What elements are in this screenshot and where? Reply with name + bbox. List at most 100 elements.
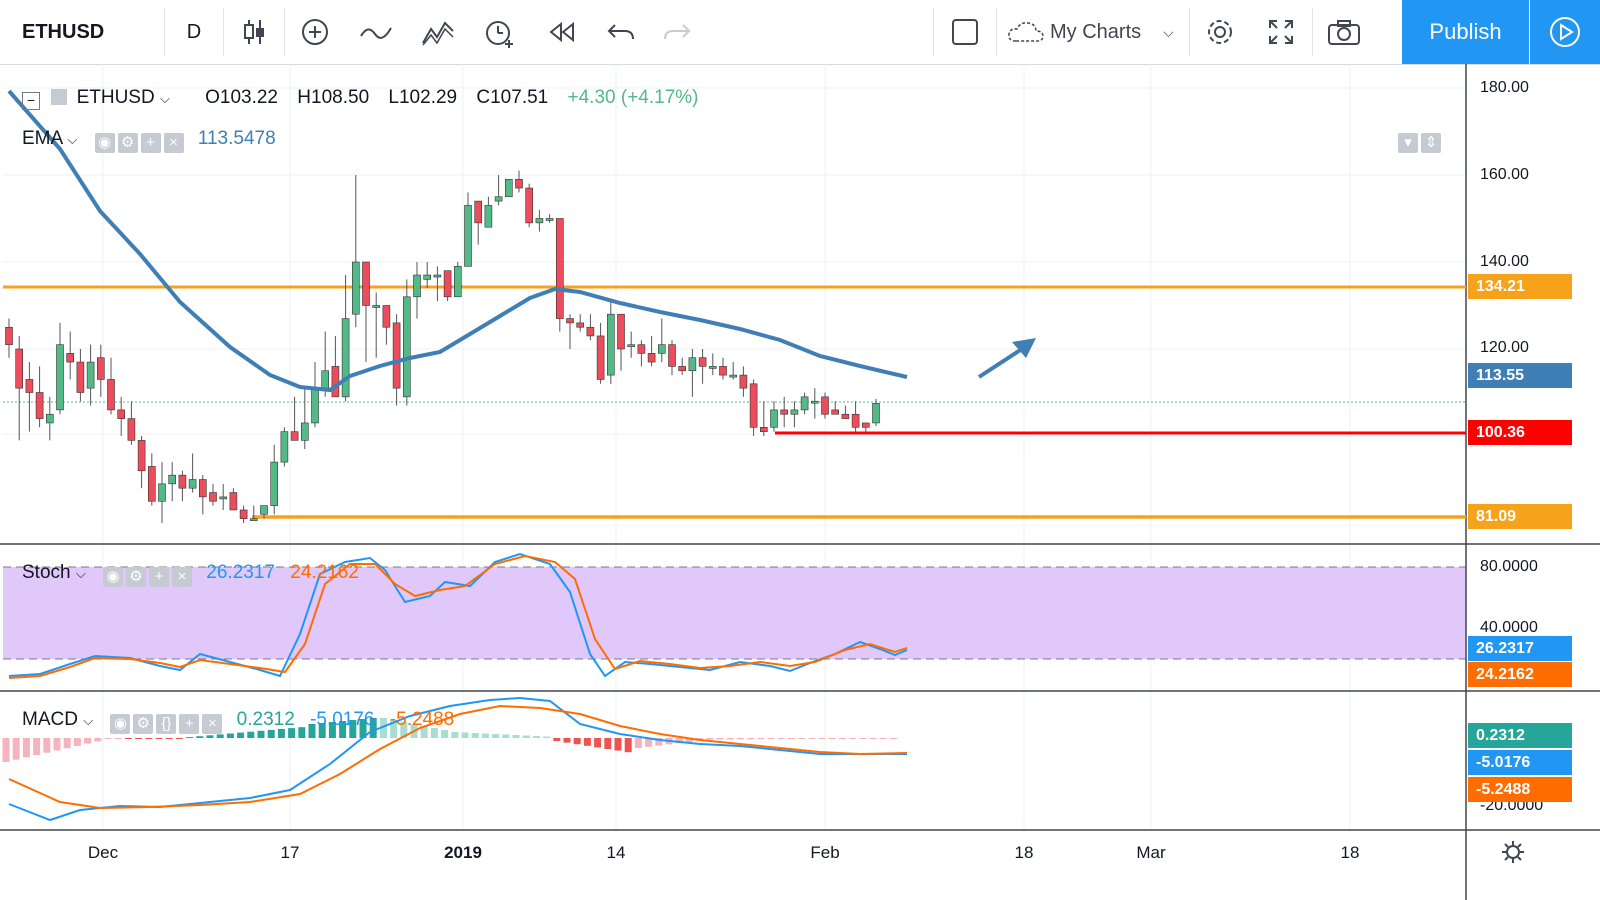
candle-body — [423, 274, 432, 280]
macd-hist-bar — [787, 738, 795, 739]
macd-hist-bar — [502, 734, 510, 738]
macd-hist-bar — [339, 721, 347, 738]
candle-body — [392, 322, 401, 389]
plus-icon[interactable]: + — [179, 714, 200, 734]
macd-hist-bar — [277, 729, 285, 738]
eye-icon[interactable]: ◉ — [110, 714, 131, 734]
macd-signal-axis-label: -5.2488 — [1468, 777, 1572, 802]
replay-rewind-icon[interactable] — [531, 0, 593, 64]
eye-icon[interactable]: ◉ — [94, 133, 115, 153]
fullscreen-icon[interactable] — [1250, 0, 1312, 64]
stoch-d-axis-label: 24.2162 — [1468, 662, 1572, 687]
candle-body — [657, 344, 666, 354]
ema-line — [7, 89, 908, 393]
macd-hist-bar — [706, 738, 714, 740]
symbol-search-button[interactable]: ETHUSD — [22, 20, 105, 43]
interval-button[interactable]: D — [186, 20, 202, 43]
close-icon[interactable]: × — [202, 714, 223, 734]
play-circle-icon[interactable] — [1530, 0, 1600, 64]
macd-hist-bar — [492, 734, 500, 738]
source-icon[interactable]: {} — [156, 714, 177, 734]
macd-hist-bar — [869, 738, 877, 739]
candle-body — [188, 479, 197, 489]
macd-hist-bar — [461, 732, 469, 738]
macd-hist-bar — [583, 738, 591, 746]
gear-icon[interactable]: ⚙ — [133, 714, 154, 734]
candle-body — [800, 396, 809, 411]
candle-body — [474, 200, 483, 224]
chevron-down-icon[interactable]: ⌵ — [83, 713, 94, 728]
chevron-down-icon[interactable]: ⌵ — [159, 91, 170, 106]
eye-icon[interactable]: ◉ — [103, 567, 124, 587]
macd-hist-bar — [859, 738, 867, 739]
settings-gear-icon[interactable] — [1190, 0, 1250, 64]
macd-hist-bar — [675, 738, 683, 744]
macd-hist-bar — [736, 738, 744, 740]
collapse-icon[interactable]: − — [22, 92, 40, 110]
alert-clock-icon[interactable] — [469, 0, 531, 64]
chevron-down-icon[interactable]: ⌵ — [75, 566, 86, 581]
chart-canvas[interactable] — [0, 64, 1600, 900]
candle-body — [250, 518, 258, 521]
macd-hist-bar — [726, 738, 734, 740]
stoch-label[interactable]: Stoch — [22, 562, 71, 583]
macd-hist-bar — [175, 738, 183, 739]
candle-body — [576, 322, 585, 328]
macd-hist-bar — [369, 718, 377, 738]
legend-symbol[interactable]: ETHUSD — [76, 87, 155, 108]
candle-body — [494, 196, 503, 202]
candle-body — [535, 218, 544, 224]
macd-line-value: -5.0176 — [310, 709, 375, 730]
top-toolbar: ETHUSD D My Charts ⌵ Pub — [0, 0, 1600, 65]
macd-hist-bar — [849, 738, 857, 739]
close-icon[interactable]: × — [172, 567, 193, 587]
macd-label[interactable]: MACD — [22, 709, 78, 730]
time-tick: 18 — [1014, 843, 1034, 862]
candle-body — [86, 361, 95, 389]
macd-hist-bar — [594, 738, 602, 748]
candle-body — [45, 413, 54, 424]
candle-body — [127, 418, 136, 441]
macd-hist-bar — [53, 738, 61, 751]
resistance-price-label: 134.21 — [1468, 274, 1572, 299]
my-charts-button[interactable]: My Charts ⌵ — [1000, 0, 1188, 64]
candle-body — [617, 313, 625, 350]
redo-icon[interactable] — [649, 0, 705, 64]
candle-body — [821, 396, 829, 415]
layout-square-icon[interactable] — [934, 0, 996, 64]
candle-body — [290, 431, 299, 441]
templates-icon[interactable] — [407, 0, 469, 64]
close-icon[interactable]: × — [163, 133, 184, 153]
candle-body — [668, 344, 676, 367]
publish-button[interactable]: Publish — [1402, 0, 1529, 64]
compare-add-icon[interactable] — [285, 0, 345, 64]
undo-icon[interactable] — [593, 0, 649, 64]
macd-hist-bar — [777, 738, 785, 740]
ema-label[interactable]: EMA — [22, 128, 63, 149]
candle-body — [300, 422, 309, 441]
candle-body — [148, 466, 156, 502]
indicators-icon[interactable] — [345, 0, 407, 64]
chevron-down-icon[interactable]: ⌵ — [67, 132, 78, 147]
gear-icon[interactable]: ⚙ — [126, 567, 147, 587]
plus-icon[interactable]: + — [140, 133, 161, 153]
minimize-pane-icon[interactable]: ▾ — [1398, 133, 1418, 153]
macd-hist-bar — [114, 738, 122, 739]
macd-hist-bar — [614, 738, 622, 751]
my-charts-label: My Charts — [1050, 20, 1142, 43]
plus-icon[interactable]: + — [149, 567, 170, 587]
maximize-pane-icon[interactable]: ⇕ — [1421, 133, 1441, 153]
candlestick-series — [5, 170, 880, 523]
macd-hist-bar — [379, 718, 387, 738]
macd-hist-bar — [2, 738, 10, 762]
snapshot-camera-icon[interactable] — [1313, 0, 1375, 64]
macd-hist-bar — [471, 733, 479, 738]
trend-arrow-drawing[interactable] — [977, 338, 1036, 379]
time-axis-settings-icon[interactable] — [1502, 841, 1524, 863]
legend-high: H108.50 — [297, 87, 370, 108]
macd-hist-bar — [808, 738, 816, 739]
candle-body — [362, 261, 370, 306]
chart-type-candles-icon[interactable] — [224, 0, 284, 64]
gear-icon[interactable]: ⚙ — [117, 133, 138, 153]
macd-hist-bar — [828, 738, 836, 739]
